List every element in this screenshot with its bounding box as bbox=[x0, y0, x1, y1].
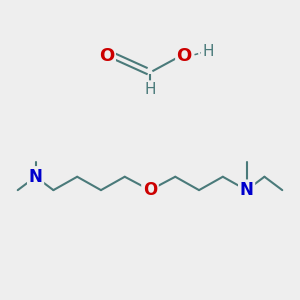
Text: O: O bbox=[143, 181, 157, 199]
Text: N: N bbox=[240, 181, 254, 199]
Text: N: N bbox=[28, 168, 43, 186]
Text: O: O bbox=[99, 47, 115, 65]
Text: H: H bbox=[144, 82, 156, 97]
Text: O: O bbox=[177, 47, 192, 65]
Text: H: H bbox=[202, 44, 214, 59]
